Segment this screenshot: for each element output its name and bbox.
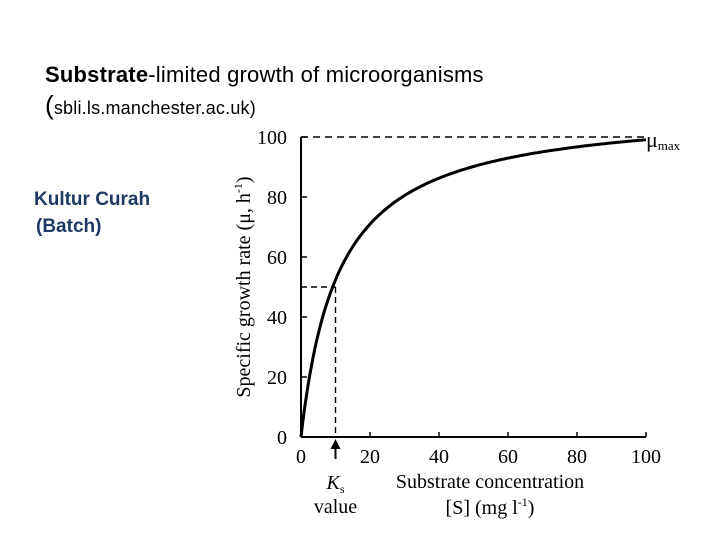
ks-sub: s [340,482,345,496]
x-axis-label-main: [S] (mg l [446,497,519,519]
y-tick-label: 80 [267,187,287,209]
x-tick-label: 100 [631,446,661,468]
side-label: Kultur Curah (Batch) [34,186,150,240]
x-axis-label-line1: Substrate concentration [396,471,584,493]
title-open-paren: ( [45,90,54,120]
title-rest: -limited growth of microorganisms [148,62,484,87]
title-source-text: sbli.ls.manchester.ac.uk) [53,98,256,118]
x-tick-label: 20 [360,446,380,468]
y-ticks: 0 20 40 60 80 100 [257,127,307,449]
y-axis-label-end: ) [233,176,255,183]
y-axis-label: Specific growth rate (μ, h-1) [231,176,255,397]
y-tick-label: 0 [277,427,287,449]
y-tick-label: 40 [267,307,287,329]
y-tick-label: 60 [267,247,287,269]
ks-symbol: K [325,472,341,494]
x-axis-label-sup: -1 [518,495,528,509]
mu-max-symbol: μ [646,127,658,152]
x-tick-label: 0 [296,446,306,468]
x-axis-label-line2: [S] (mg l-1) [446,495,535,519]
x-axis-label-end: ) [528,497,535,519]
x-tick-label: 60 [498,446,518,468]
ks-label: Ks [325,472,344,496]
title-bold-part: Substrate [45,62,149,87]
mu-max-sub: max [658,138,681,153]
ks-caption: value [314,496,357,518]
y-tick-label: 20 [267,367,287,389]
y-axis-label-sup: -1 [231,183,245,193]
ks-arrow-head [330,439,341,449]
x-tick-label: 80 [567,446,587,468]
x-ticks: 0 20 40 60 80 100 [296,432,661,468]
side-label-line1: Kultur Curah [34,189,151,210]
y-tick-label: 100 [257,127,287,149]
x-tick-label: 40 [429,446,449,468]
y-axis-label-main: Specific growth rate (μ, h [233,193,255,398]
slide-title: Substrate-limited growth of microorganis… [45,60,685,123]
side-label-line2: (Batch) [36,216,102,237]
series-growth-curve [299,138,647,438]
title-source: (sbli.ls.manchester.ac.uk) [45,90,685,123]
mu-max-label: μmax [646,127,681,153]
